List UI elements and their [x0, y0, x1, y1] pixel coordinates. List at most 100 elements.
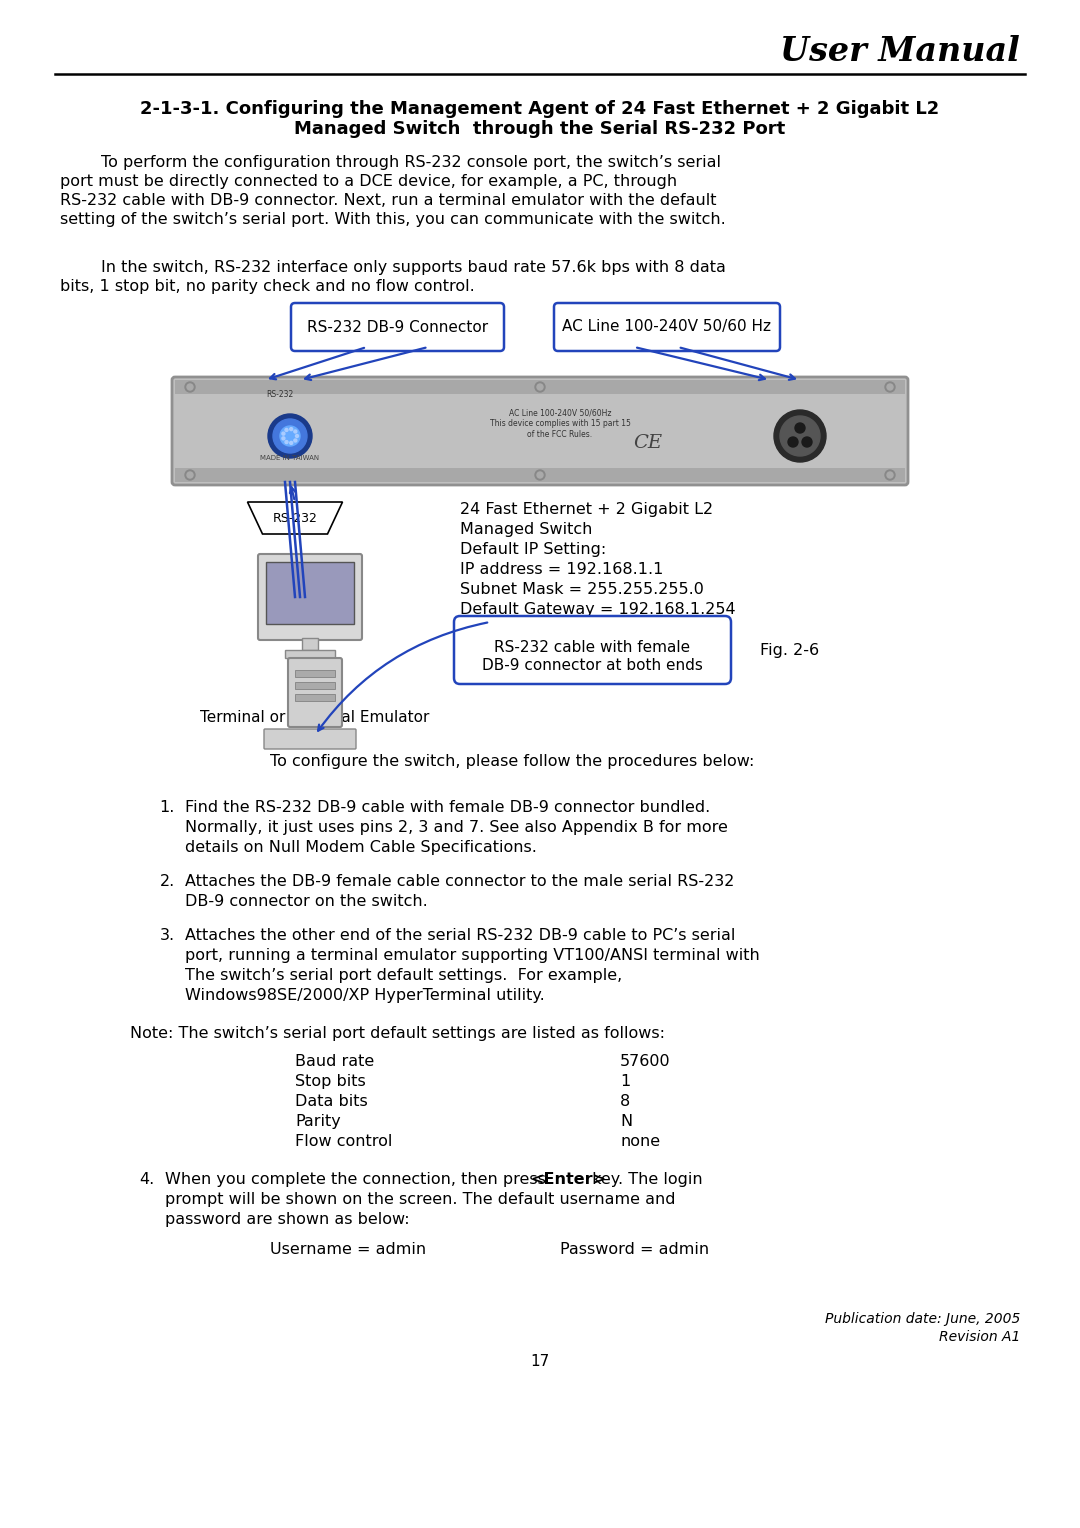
Text: To configure the switch, please follow the procedures below:: To configure the switch, please follow t…	[270, 753, 754, 769]
Text: Parity: Parity	[295, 1114, 341, 1129]
Circle shape	[294, 429, 297, 432]
Text: This device complies with 15 part 15: This device complies with 15 part 15	[489, 419, 631, 428]
Text: Managed Switch: Managed Switch	[460, 523, 592, 536]
Circle shape	[774, 410, 826, 461]
Polygon shape	[247, 503, 342, 533]
FancyBboxPatch shape	[295, 694, 335, 701]
Circle shape	[282, 437, 285, 440]
Circle shape	[795, 423, 805, 432]
Text: MADE IN TAIWAN: MADE IN TAIWAN	[260, 455, 320, 461]
Text: Note: The switch’s serial port default settings are listed as follows:: Note: The switch’s serial port default s…	[130, 1025, 665, 1041]
Text: bits, 1 stop bit, no parity check and no flow control.: bits, 1 stop bit, no parity check and no…	[60, 280, 475, 293]
FancyBboxPatch shape	[302, 639, 318, 649]
Text: 2.: 2.	[160, 874, 175, 889]
Circle shape	[887, 384, 893, 390]
Circle shape	[885, 382, 895, 393]
FancyBboxPatch shape	[258, 555, 362, 640]
Text: The switch’s serial port default settings.  For example,: The switch’s serial port default setting…	[185, 969, 622, 983]
Circle shape	[185, 471, 195, 480]
Text: Fig. 2-6: Fig. 2-6	[760, 642, 819, 657]
Circle shape	[780, 416, 820, 455]
Text: CE: CE	[634, 434, 662, 452]
Circle shape	[887, 472, 893, 478]
Circle shape	[285, 428, 288, 431]
FancyBboxPatch shape	[266, 562, 354, 623]
Circle shape	[296, 434, 298, 437]
Text: DB-9 connector at both ends: DB-9 connector at both ends	[482, 659, 703, 672]
Text: RS-232: RS-232	[272, 512, 318, 524]
Text: 1.: 1.	[160, 801, 175, 814]
Circle shape	[273, 419, 307, 452]
Text: To perform the configuration through RS-232 console port, the switch’s serial: To perform the configuration through RS-…	[60, 154, 721, 170]
FancyBboxPatch shape	[172, 377, 908, 484]
Circle shape	[289, 442, 293, 445]
FancyBboxPatch shape	[285, 649, 335, 659]
Text: RS-232: RS-232	[267, 390, 294, 399]
Text: IP address = 192.168.1.1: IP address = 192.168.1.1	[460, 562, 663, 578]
Text: key. The login: key. The login	[588, 1172, 703, 1187]
Circle shape	[537, 472, 543, 478]
Text: prompt will be shown on the screen. The default username and: prompt will be shown on the screen. The …	[165, 1192, 675, 1207]
Text: Managed Switch  through the Serial RS-232 Port: Managed Switch through the Serial RS-232…	[295, 121, 785, 138]
Text: Username = admin: Username = admin	[270, 1242, 427, 1258]
Text: Data bits: Data bits	[295, 1094, 368, 1109]
FancyBboxPatch shape	[175, 468, 905, 481]
Text: details on Null Modem Cable Specifications.: details on Null Modem Cable Specificatio…	[185, 840, 537, 856]
Text: 57600: 57600	[620, 1054, 671, 1070]
FancyBboxPatch shape	[175, 380, 905, 394]
Circle shape	[282, 432, 285, 435]
Text: Flow control: Flow control	[295, 1134, 392, 1149]
Circle shape	[788, 437, 798, 448]
Circle shape	[537, 384, 543, 390]
Text: RS-232 cable with DB-9 connector. Next, run a terminal emulator with the default: RS-232 cable with DB-9 connector. Next, …	[60, 193, 716, 208]
Text: User Manual: User Manual	[780, 35, 1020, 69]
FancyBboxPatch shape	[295, 669, 335, 677]
Text: RS-232 cable with female: RS-232 cable with female	[495, 640, 690, 656]
Circle shape	[289, 428, 293, 431]
Circle shape	[885, 471, 895, 480]
Text: 3.: 3.	[160, 927, 175, 943]
Text: Publication date: June, 2005: Publication date: June, 2005	[825, 1313, 1020, 1326]
Text: Attaches the other end of the serial RS-232 DB-9 cable to PC’s serial: Attaches the other end of the serial RS-…	[185, 927, 735, 943]
Text: Subnet Mask = 255.255.255.0: Subnet Mask = 255.255.255.0	[460, 582, 704, 597]
Text: <Enter>: <Enter>	[530, 1172, 606, 1187]
Text: N: N	[620, 1114, 632, 1129]
Text: Normally, it just uses pins 2, 3 and 7. See also Appendix B for more: Normally, it just uses pins 2, 3 and 7. …	[185, 821, 728, 834]
Text: password are shown as below:: password are shown as below:	[165, 1212, 409, 1227]
Text: 4.: 4.	[139, 1172, 156, 1187]
Text: 17: 17	[530, 1354, 550, 1369]
Text: Revision A1: Revision A1	[939, 1329, 1020, 1345]
Circle shape	[185, 382, 195, 393]
Text: AC Line 100-240V 50/60Hz: AC Line 100-240V 50/60Hz	[509, 408, 611, 417]
Circle shape	[802, 437, 812, 448]
Text: Terminal or Terminal Emulator: Terminal or Terminal Emulator	[200, 711, 430, 724]
Text: Stop bits: Stop bits	[295, 1074, 366, 1089]
Circle shape	[294, 439, 297, 442]
FancyBboxPatch shape	[288, 659, 342, 727]
Text: Attaches the DB-9 female cable connector to the male serial RS-232: Attaches the DB-9 female cable connector…	[185, 874, 734, 889]
Text: setting of the switch’s serial port. With this, you can communicate with the swi: setting of the switch’s serial port. Wit…	[60, 212, 726, 228]
Text: AC Line 100-240V 50/60 Hz: AC Line 100-240V 50/60 Hz	[563, 319, 771, 335]
Circle shape	[285, 440, 288, 443]
Text: 24 Fast Ethernet + 2 Gigabit L2: 24 Fast Ethernet + 2 Gigabit L2	[460, 503, 713, 516]
Text: Windows98SE/2000/XP HyperTerminal utility.: Windows98SE/2000/XP HyperTerminal utilit…	[185, 989, 544, 1002]
Text: 1: 1	[620, 1074, 631, 1089]
Text: Default Gateway = 192.168.1.254: Default Gateway = 192.168.1.254	[460, 602, 735, 617]
Text: Baud rate: Baud rate	[295, 1054, 375, 1070]
Text: 2-1-3-1. Configuring the Management Agent of 24 Fast Ethernet + 2 Gigabit L2: 2-1-3-1. Configuring the Management Agen…	[140, 99, 940, 118]
Text: port, running a terminal emulator supporting VT100/ANSI terminal with: port, running a terminal emulator suppor…	[185, 947, 759, 963]
FancyBboxPatch shape	[454, 616, 731, 685]
Text: of the FCC Rules.: of the FCC Rules.	[527, 429, 593, 439]
Circle shape	[268, 414, 312, 458]
FancyBboxPatch shape	[554, 303, 780, 351]
Text: Password = admin: Password = admin	[561, 1242, 710, 1258]
Text: In the switch, RS-232 interface only supports baud rate 57.6k bps with 8 data: In the switch, RS-232 interface only sup…	[60, 260, 726, 275]
Circle shape	[187, 384, 193, 390]
Circle shape	[280, 426, 300, 446]
Circle shape	[187, 472, 193, 478]
Text: When you complete the connection, then press: When you complete the connection, then p…	[165, 1172, 551, 1187]
FancyBboxPatch shape	[264, 729, 356, 749]
Text: Find the RS-232 DB-9 cable with female DB-9 connector bundled.: Find the RS-232 DB-9 cable with female D…	[185, 801, 711, 814]
FancyBboxPatch shape	[291, 303, 504, 351]
Text: DB-9 connector on the switch.: DB-9 connector on the switch.	[185, 894, 428, 909]
